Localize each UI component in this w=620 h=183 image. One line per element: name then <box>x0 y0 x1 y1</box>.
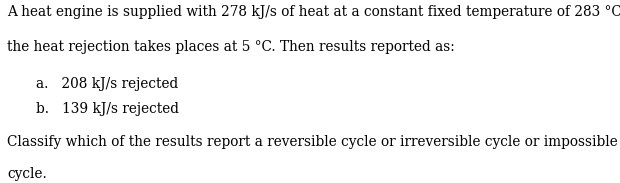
Text: b.   139 kJ/s rejected: b. 139 kJ/s rejected <box>36 102 179 117</box>
Text: A heat engine is supplied with 278 kJ/s of heat at a constant fixed temperature : A heat engine is supplied with 278 kJ/s … <box>7 5 620 20</box>
Text: the heat rejection takes places at 5 °C. Then results reported as:: the heat rejection takes places at 5 °C.… <box>7 40 455 54</box>
Text: cycle.: cycle. <box>7 167 47 181</box>
Text: a.   208 kJ/s rejected: a. 208 kJ/s rejected <box>36 77 178 91</box>
Text: Classify which of the results report a reversible cycle or irreversible cycle or: Classify which of the results report a r… <box>7 135 618 150</box>
